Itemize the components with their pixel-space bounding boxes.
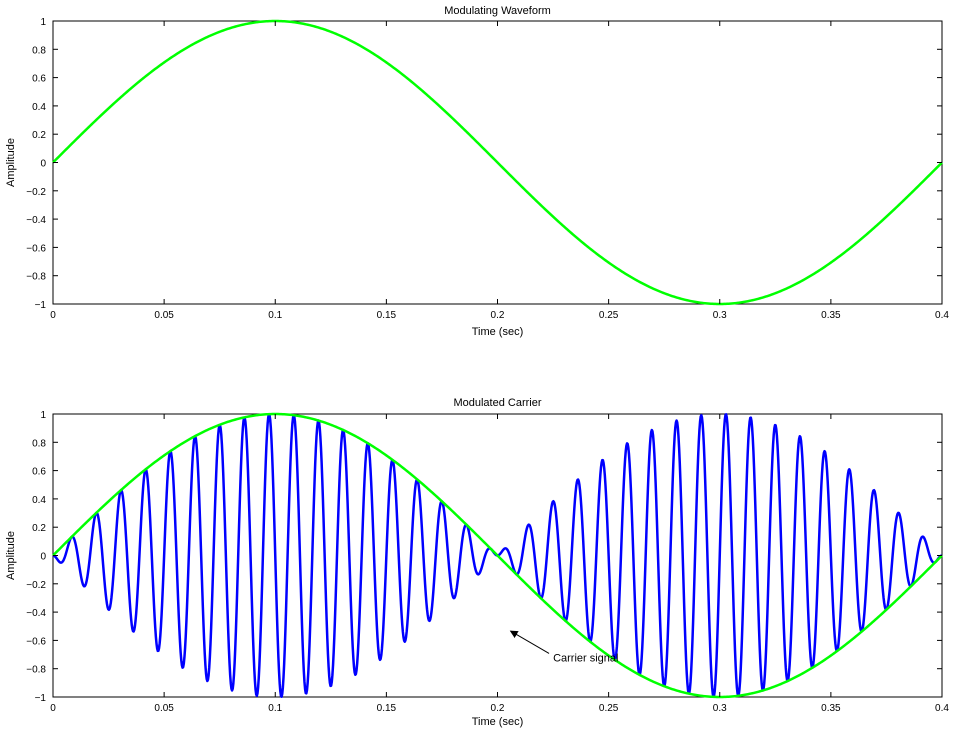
top-xtick-label: 0.4 [935, 310, 949, 321]
bottom-ytick-label: 0.4 [32, 495, 46, 506]
top-xtick-label: 0.1 [268, 310, 282, 321]
bottom-ytick-label: −0.6 [26, 636, 46, 647]
top-xtick-label: 0.2 [491, 310, 505, 321]
bottom-ytick-label: −0.8 [26, 665, 46, 676]
top-xtick-label: 0.3 [713, 310, 727, 321]
top-ytick-label: 0.6 [32, 74, 46, 85]
top-ytick-label: 0 [40, 159, 46, 170]
bottom-series-line-1 [52, 412, 943, 699]
bottom-xtick-label: 0.25 [599, 703, 619, 714]
top-ytick-label: −1 [35, 300, 47, 311]
top-xtick-label: 0.35 [821, 310, 841, 321]
bottom-ytick-label: 0.2 [32, 523, 46, 534]
top-ytick-label: 0.4 [32, 102, 46, 113]
bottom-xtick-label: 0.35 [821, 703, 841, 714]
top-ytick-label: −0.4 [26, 215, 46, 226]
bottom-ytick-label: 1 [40, 410, 46, 421]
top-ytick-label: 0.2 [32, 130, 46, 141]
bottom-xtick-label: 0.05 [154, 703, 174, 714]
bottom-ytick-label: 0.8 [32, 438, 46, 449]
bottom-ytick-label: −0.4 [26, 608, 46, 619]
top-ytick-label: −0.8 [26, 272, 46, 283]
modulated-carrier-panel: 0 0.05 0.1 0.15 0.2 0.25 0.3 0.35 0.4 −1 −0.8 −0.6 −… [5, 397, 949, 728]
carrier-annotation-arrow [509, 630, 550, 654]
top-xtick-label: 0.15 [377, 310, 397, 321]
top-series-line-0 [52, 19, 943, 306]
top-ytick-label: 1 [40, 17, 46, 28]
top-plot-title: Modulating Waveform [444, 5, 551, 17]
top-xtick-label: 0.05 [154, 310, 174, 321]
bottom-ytick-label: −0.2 [26, 580, 46, 591]
top-x-axis-label: Time (sec) [472, 326, 524, 338]
bottom-plot-title: Modulated Carrier [453, 397, 541, 409]
modulating-waveform-panel: 0 0.05 0.1 0.15 0.2 0.25 0.3 0.35 0.4 −1 −0.8 −0.6 −… [5, 5, 949, 338]
bottom-xtick-label: 0.4 [935, 703, 949, 714]
bottom-xtick-label: 0.15 [377, 703, 397, 714]
bottom-xtick-label: 0.2 [491, 703, 505, 714]
top-xtick-label: 0.25 [599, 310, 619, 321]
top-ytick-label: −0.2 [26, 187, 46, 198]
bottom-xtick-label: 0.1 [268, 703, 282, 714]
bottom-xtick-label: 0 [50, 703, 56, 714]
bottom-y-axis-label: Amplitude [5, 531, 17, 580]
bottom-ytick-label: 0.6 [32, 467, 46, 478]
top-ytick-label: −0.6 [26, 243, 46, 254]
top-ytick-label: 0.8 [32, 45, 46, 56]
top-xtick-label: 0 [50, 310, 56, 321]
bottom-ytick-label: −1 [35, 693, 47, 704]
bottom-ytick-label: 0 [40, 552, 46, 563]
carrier-annotation-label: Carrier signal [553, 652, 618, 664]
bottom-xtick-label: 0.3 [713, 703, 727, 714]
bottom-x-axis-label: Time (sec) [472, 716, 524, 728]
top-y-axis-label: Amplitude [5, 138, 17, 187]
